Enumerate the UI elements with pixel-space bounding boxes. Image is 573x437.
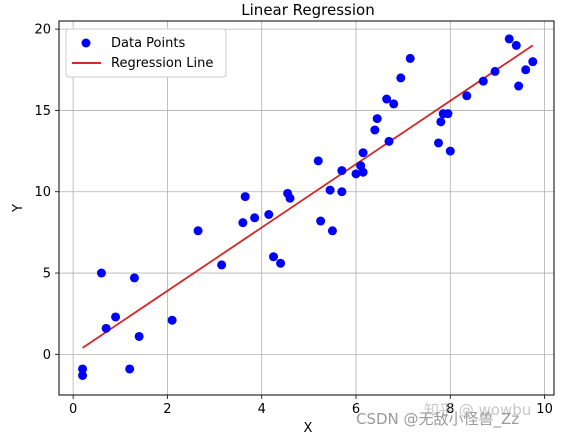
data-point: [370, 125, 380, 135]
regression-line: [82, 44, 534, 349]
legend: Data Points Regression Line: [65, 28, 227, 78]
grid-lines: [59, 21, 554, 395]
data-point: [250, 213, 260, 223]
x-tick-label: 4: [258, 402, 266, 417]
x-tick-label: 8: [446, 402, 454, 417]
data-point: [521, 65, 531, 75]
watermark-faint: 知乎 @ wowbu: [424, 401, 531, 419]
x-tick-label: 10: [536, 402, 553, 417]
legend-label-regression-line: Regression Line: [111, 56, 213, 71]
y-tick-label: 10: [34, 185, 51, 200]
y-tick-label: 15: [34, 104, 51, 119]
data-point: [405, 53, 415, 63]
data-point: [511, 40, 521, 50]
plot-frame: [58, 20, 555, 396]
data-point: [313, 156, 323, 166]
data-point: [337, 187, 347, 197]
x-tick-label: 2: [163, 402, 171, 417]
legend-label-data-points: Data Points: [111, 36, 185, 51]
data-point: [327, 226, 337, 236]
axis-ticks: 0 2 4 6 8 10 0 5 10 15 20: [34, 23, 552, 417]
data-point: [96, 268, 106, 278]
data-point: [358, 148, 368, 158]
legend-box: [65, 28, 227, 78]
data-point: [240, 192, 250, 202]
data-point: [269, 252, 278, 262]
data-point: [337, 166, 347, 176]
chart-title: Linear Regression: [241, 1, 374, 19]
data-point: [351, 169, 361, 179]
data-point: [382, 94, 392, 104]
data-point: [129, 273, 139, 283]
data-point: [528, 57, 538, 67]
watermark-text: CSDN @无敌小怪兽_Zz: [356, 410, 519, 429]
data-point: [396, 73, 406, 83]
regression-line-layer: [82, 44, 534, 349]
data-points-layer: [78, 34, 538, 380]
data-point: [478, 76, 488, 86]
x-tick-label: 0: [69, 402, 77, 417]
data-point: [514, 81, 524, 91]
data-point: [111, 312, 121, 322]
data-point: [325, 185, 335, 195]
data-point: [384, 136, 394, 146]
data-point: [125, 364, 135, 374]
data-point: [316, 216, 326, 226]
data-point: [490, 66, 500, 76]
data-point: [238, 218, 248, 228]
y-tick-label: 0: [43, 348, 51, 363]
y-tick-label: 5: [43, 267, 51, 282]
y-axis-title: Y: [11, 204, 26, 213]
data-point: [434, 138, 443, 148]
data-point: [78, 370, 88, 380]
data-point: [193, 226, 203, 236]
data-point: [504, 34, 514, 44]
data-point: [389, 99, 399, 109]
data-point: [358, 167, 368, 177]
x-tick-label: 6: [352, 402, 360, 417]
data-point: [264, 210, 274, 220]
data-point: [101, 323, 111, 333]
data-point: [372, 114, 382, 124]
data-point: [78, 364, 88, 374]
data-point: [276, 258, 286, 268]
data-point: [167, 315, 177, 325]
data-point: [134, 331, 144, 341]
data-point: [445, 146, 455, 156]
x-axis-title: X: [304, 421, 313, 436]
data-point: [443, 109, 453, 119]
data-point: [436, 117, 446, 127]
legend-marker-data-points: [81, 38, 91, 48]
data-point: [285, 193, 295, 203]
data-point: [217, 260, 227, 270]
data-point: [462, 91, 472, 101]
y-tick-label: 20: [34, 23, 51, 38]
